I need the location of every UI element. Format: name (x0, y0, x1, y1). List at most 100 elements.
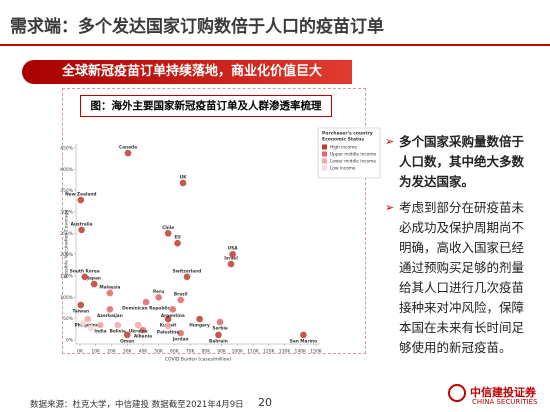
point (300, 331, 307, 339)
point (229, 250, 236, 258)
point-label: Brazil (174, 291, 188, 297)
point-label: Japan (86, 276, 101, 282)
point-label: Israel (224, 256, 238, 262)
point (164, 322, 172, 330)
x-tick-label: 20K (107, 349, 117, 355)
point (97, 321, 104, 329)
point-label: Ukraine (129, 329, 148, 335)
y-axis-label: Possible Vaccination Coverage (64, 210, 70, 279)
legend-swatch (322, 144, 327, 150)
y-tick-label: 250% (60, 231, 74, 237)
x-tick-label: 140K (294, 349, 307, 355)
point (124, 149, 132, 157)
x-tick-label: 60K (170, 349, 180, 355)
point-label: New Zealand (65, 192, 96, 198)
bullet: 考虑到部分在研疫苗未必成功及保护周期尚不明确，高收入国家已经通过预购买足够的剂量… (385, 198, 533, 358)
point (155, 294, 162, 301)
slide-title: 需求端：多个发达国家订购数倍于人口的疫苗订单 (10, 17, 384, 37)
legend-box (317, 127, 381, 179)
point-label: Serbia (212, 326, 228, 332)
point (77, 196, 85, 204)
legend-label: Lower middle income (330, 159, 376, 165)
x-tick-label: 30K (123, 349, 133, 355)
x-axis-label: COVID Burden (cases/million) (165, 357, 231, 363)
logo-text-en: CHINA SECURITIES (472, 398, 538, 406)
point (196, 315, 203, 323)
point-label: EU (174, 235, 181, 241)
point-label: South Korea (70, 268, 100, 274)
x-tick-label: 150K (310, 349, 323, 355)
point-label: Australia (71, 221, 93, 227)
logo-text: 中信建投证券 (470, 386, 536, 399)
point (123, 331, 131, 339)
point (78, 226, 85, 234)
point (77, 301, 85, 309)
point-label: Switzerland (173, 268, 202, 274)
x-tick-label: 100K (232, 349, 245, 355)
y-tick-label: 0% (66, 338, 74, 344)
point-label: Philippines (74, 323, 101, 329)
y-tick-label: 100% (60, 295, 74, 301)
legend-swatch (322, 151, 327, 157)
point (142, 298, 150, 306)
x-tick-label: 0K (77, 349, 84, 355)
point (106, 289, 114, 297)
point-label: UK (180, 174, 187, 180)
point (79, 319, 87, 327)
x-tick-label: 10K (91, 349, 101, 355)
point-label: Palestine (157, 329, 179, 335)
point (164, 230, 172, 237)
point (183, 273, 191, 281)
legend-title: Economic Status (322, 137, 364, 143)
bullet-list: 多个国家采购量数倍于人口数，其中绝大多数为发达国家。 考虑到部分在研疫苗未必成功… (385, 132, 533, 364)
point (164, 315, 172, 323)
point (114, 321, 122, 329)
point (174, 239, 181, 247)
point (169, 305, 177, 313)
point (177, 329, 184, 337)
x-tick-label: 130K (279, 349, 292, 355)
point-label: San Marino (290, 338, 317, 344)
point-label: Bolivia (110, 329, 126, 335)
x-tick-label: 90K (217, 349, 227, 355)
point (106, 305, 114, 313)
point-label: Malaysia (99, 285, 120, 291)
point (216, 318, 224, 326)
source-note: 数据来源：杜克大学，中信建投 数据截至2021年4月9日 (30, 400, 244, 410)
point-label: Canada (119, 145, 137, 151)
point-label: Taiwan (72, 309, 89, 315)
x-tick-label: 40K (139, 349, 149, 355)
y-tick-label: 50% (63, 316, 74, 322)
chart-caption: 图：海外主要国家新冠疫苗订单及人群渗透率梳理 (80, 95, 332, 117)
page-number: 20 (258, 396, 272, 409)
point (215, 331, 222, 339)
chart-frame (62, 88, 366, 354)
legend-label: Low income (330, 166, 356, 172)
y-tick-label: 200% (60, 252, 74, 258)
point (81, 273, 89, 281)
point (87, 324, 95, 332)
point-label: Dominican Republic (122, 306, 170, 312)
bullet: 多个国家采购量数倍于人口数，其中绝大多数为发达国家。 (385, 132, 533, 192)
point-label: Azerbaijan (97, 313, 123, 319)
banner: 全球新冠疫苗订单持续落地，商业化价值巨大 (22, 60, 352, 84)
y-tick-label: 150% (60, 274, 74, 280)
x-tick-label: 110K (247, 349, 260, 355)
title-rule (0, 44, 550, 46)
point (139, 326, 147, 334)
x-tick-label: 50K (154, 349, 164, 355)
point (84, 315, 92, 323)
x-tick-label: 80K (202, 349, 212, 355)
point-label: Argentina (161, 313, 185, 319)
point (227, 260, 235, 268)
x-tick-label: 120K (263, 349, 276, 355)
point-label: Hungary (189, 323, 210, 329)
y-tick-label: 300% (60, 210, 74, 216)
legend-label: Upper middle income (330, 152, 377, 158)
point-label: India (94, 329, 106, 335)
y-tick-label: 400% (60, 167, 74, 173)
point-label: USA (228, 246, 239, 252)
legend-label: High income (330, 145, 357, 151)
y-tick-label: 350% (60, 188, 74, 194)
